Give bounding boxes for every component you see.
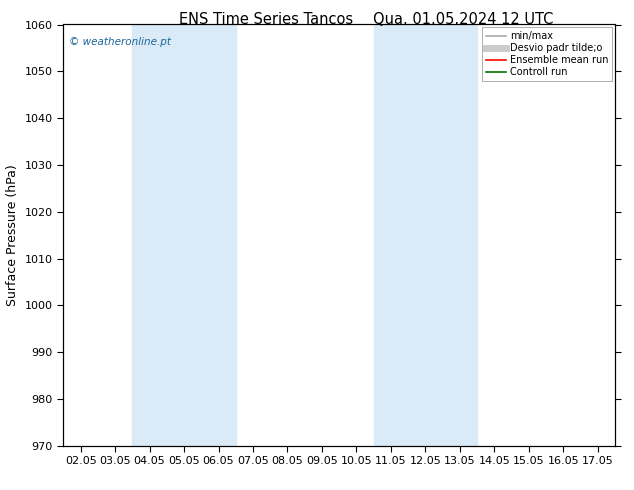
Text: © weatheronline.pt: © weatheronline.pt xyxy=(69,37,171,47)
Bar xyxy=(133,24,236,446)
Bar xyxy=(373,24,477,446)
Text: Qua. 01.05.2024 12 UTC: Qua. 01.05.2024 12 UTC xyxy=(373,12,553,27)
Legend: min/max, Desvio padr tilde;o, Ensemble mean run, Controll run: min/max, Desvio padr tilde;o, Ensemble m… xyxy=(482,27,612,81)
Text: ENS Time Series Tancos: ENS Time Series Tancos xyxy=(179,12,353,27)
Y-axis label: Surface Pressure (hPa): Surface Pressure (hPa) xyxy=(6,164,19,306)
